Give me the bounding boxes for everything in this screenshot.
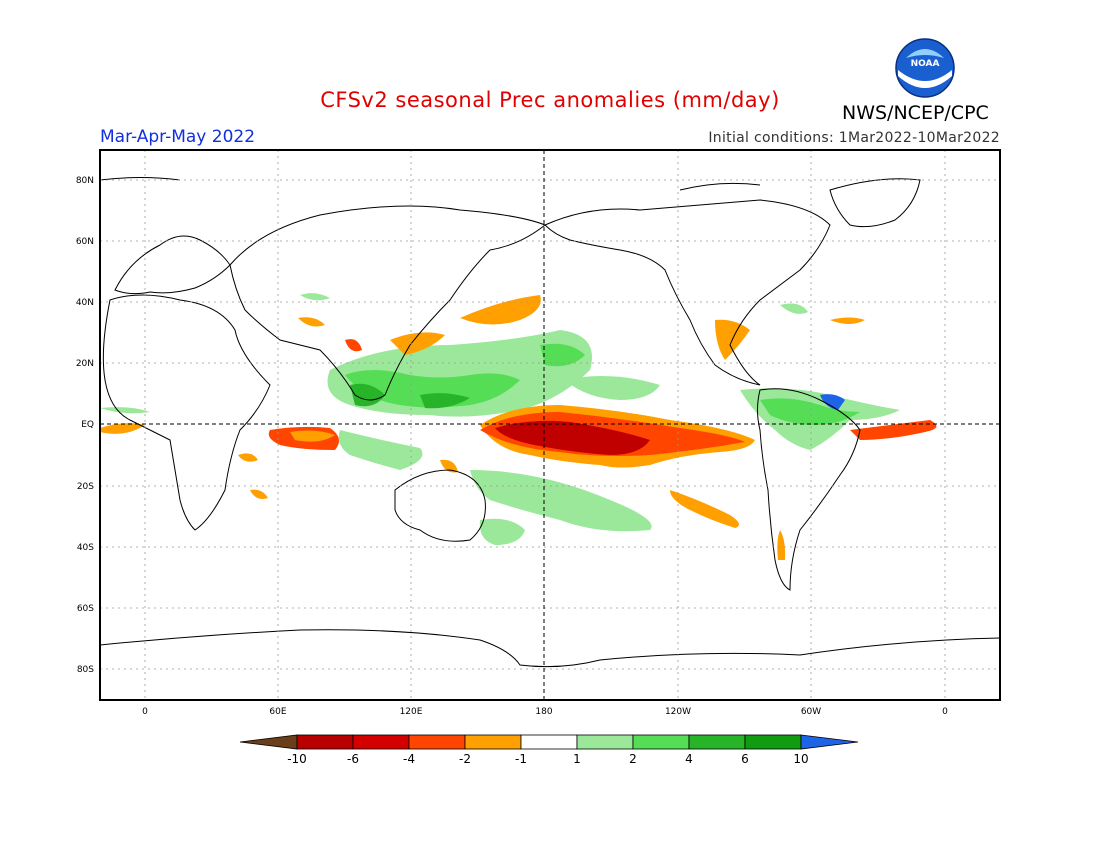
colorbar-cell (296, 734, 354, 750)
colorbar-cell (520, 734, 578, 750)
lat-tick-label: 60S (77, 604, 94, 614)
lon-tick-label: 120W (665, 707, 691, 717)
colorbar-label: -4 (403, 752, 415, 766)
colorbar-label: -2 (459, 752, 471, 766)
south-america-outline (757, 388, 861, 591)
colorbar-cell (688, 734, 746, 750)
longitude-axis: 0 60E 120E 180 120W 60W 0 (142, 707, 948, 717)
graticule (100, 150, 1000, 700)
colorbar-label: 10 (793, 752, 808, 766)
north-america-outline (544, 199, 831, 386)
colorbar-cell-gt-10 (800, 734, 859, 750)
colorbar-cell (352, 734, 410, 750)
colorbar-cell (576, 734, 634, 750)
colorbar-label: 2 (629, 752, 637, 766)
colorbar-label: -10 (287, 752, 307, 766)
colorbar-label: 6 (741, 752, 749, 766)
strong-wet-anomaly (350, 383, 385, 407)
dry-anomaly-atlantic (850, 420, 937, 440)
antarctica-outline (99, 629, 1001, 668)
anomaly-shading (100, 293, 937, 560)
coastlines (99, 177, 1001, 668)
colorbar-label: 4 (685, 752, 693, 766)
lon-tick-label: 0 (142, 707, 148, 717)
lat-tick-label: EQ (81, 420, 94, 430)
season-label: Mar-Apr-May 2022 (100, 127, 256, 147)
colorbar-cell (408, 734, 466, 750)
noaa-logo-text: NOAA (911, 59, 940, 69)
wet-anomaly-north-pacific (565, 376, 660, 400)
colorbar: -10 -6 -4 -2 -1 1 2 4 6 10 (239, 734, 859, 766)
lon-tick-label: 0 (942, 707, 948, 717)
australia-outline (394, 469, 486, 542)
greenland-outline (829, 178, 921, 228)
dry-anomaly-south-pacific-band (670, 490, 739, 528)
asia-outline (229, 205, 546, 401)
lat-tick-label: 20S (77, 482, 94, 492)
wet-anomaly-maritime-continent (345, 370, 520, 408)
lon-tick-label: 180 (535, 707, 552, 717)
colorbar-cell (464, 734, 522, 750)
wet-anomaly-south-pacific (479, 518, 525, 545)
map-frame (99, 149, 1001, 701)
lat-tick-label: 40S (77, 543, 94, 553)
lat-tick-label: 40N (76, 298, 94, 308)
colorbar-cell-lt-10 (239, 734, 298, 750)
lon-tick-label: 60E (269, 707, 286, 717)
lat-tick-label: 20N (76, 359, 94, 369)
colorbar-label: 1 (573, 752, 581, 766)
colorbar-label: -1 (515, 752, 527, 766)
lon-tick-label: 60W (801, 707, 821, 717)
wet-anomaly-indian-ocean (338, 430, 423, 470)
lat-tick-label: 80N (76, 176, 94, 186)
noaa-logo: NOAA (895, 38, 955, 98)
colorbar-label: -6 (347, 752, 359, 766)
lat-tick-label: 80S (77, 665, 94, 675)
lat-tick-label: 60N (76, 237, 94, 247)
map-title: CFSv2 seasonal Prec anomalies (mm/day) (320, 88, 780, 112)
lon-tick-label: 120E (400, 707, 423, 717)
wet-anomaly-spcz (470, 470, 652, 532)
initial-conditions-label: Initial conditions: 1Mar2022-10Mar2022 (708, 130, 1000, 146)
colorbar-cell (744, 734, 802, 750)
agency-label: NWS/NCEP/CPC (842, 102, 989, 124)
strong-dry-anomaly (495, 420, 650, 455)
latitude-axis: 80N 60N 40N 20N EQ 20S 40S 60S 80S (76, 176, 94, 675)
africa-outline (102, 294, 271, 531)
colorbar-cell (632, 734, 690, 750)
wet-anomaly-north-atlantic (780, 303, 808, 314)
